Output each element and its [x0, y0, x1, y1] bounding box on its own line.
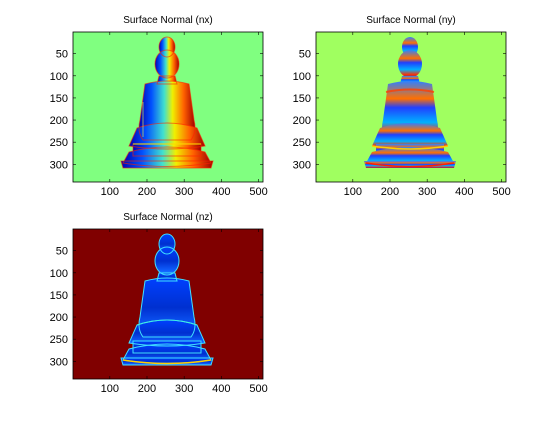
x-tick-label: 400	[212, 186, 230, 198]
x-tick-label: 200	[138, 186, 156, 198]
buddha-image	[120, 36, 214, 169]
plot-frame	[72, 228, 264, 380]
y-tick-label: 300	[50, 356, 68, 368]
plot-frame	[72, 31, 264, 183]
x-tick-label: 500	[492, 186, 510, 198]
x-tick-label: 100	[101, 383, 119, 395]
y-tick-label: 50	[299, 49, 311, 61]
x-tick-label: 400	[212, 383, 230, 395]
y-tick-label: 250	[50, 334, 68, 346]
plot-frame	[315, 31, 507, 183]
y-tick-label: 200	[50, 115, 68, 127]
x-tick-label: 300	[175, 383, 193, 395]
y-tick-label: 250	[50, 137, 68, 149]
x-tick-label: 300	[175, 186, 193, 198]
axis-ticks: 100 200 300 400 500 50 100 150 200 250 300	[50, 229, 268, 395]
y-tick-label: 250	[293, 137, 311, 149]
y-tick-label: 150	[50, 290, 68, 302]
y-tick-label: 150	[293, 93, 311, 105]
x-tick-label: 100	[101, 186, 119, 198]
buddha-image	[364, 37, 456, 168]
panel-ny: Surface Normal (ny) 100 200 300 400 50050100…	[293, 15, 511, 198]
x-tick-label: 300	[418, 186, 436, 198]
panel-title: Surface Normal (nx)	[123, 15, 212, 26]
panel-title: Surface Normal (nz)	[123, 212, 212, 223]
x-tick-label: 400	[455, 186, 473, 198]
y-tick-label: 300	[293, 159, 311, 171]
x-tick-label: 100	[344, 186, 362, 198]
buddha-image	[120, 233, 214, 366]
x-tick-label: 200	[381, 186, 399, 198]
panel-nz: Surface Normal (nz) 100 200 300 400 50050100…	[50, 212, 268, 395]
y-tick-label: 200	[50, 312, 68, 324]
y-tick-label: 200	[293, 115, 311, 127]
y-tick-label: 100	[50, 268, 68, 280]
x-tick-label: 500	[249, 186, 267, 198]
y-tick-label: 150	[50, 93, 68, 105]
y-tick-label: 100	[50, 71, 68, 83]
panel-nx: Surface Normal (nx) 100 200 300 400 50050100…	[50, 15, 268, 198]
y-tick-label: 300	[50, 159, 68, 171]
y-tick-label: 100	[293, 71, 311, 83]
axis-ticks: 100 200 300 400 500 50 100 150 200 250 300	[50, 32, 268, 198]
y-tick-label: 50	[56, 246, 68, 258]
x-tick-label: 500	[249, 383, 267, 395]
y-tick-label: 50	[56, 49, 68, 61]
axis-ticks: 100 200 300 400 500 50 100 150 200 250 300	[293, 32, 511, 198]
panel-title: Surface Normal (ny)	[366, 15, 455, 26]
x-tick-label: 200	[138, 383, 156, 395]
